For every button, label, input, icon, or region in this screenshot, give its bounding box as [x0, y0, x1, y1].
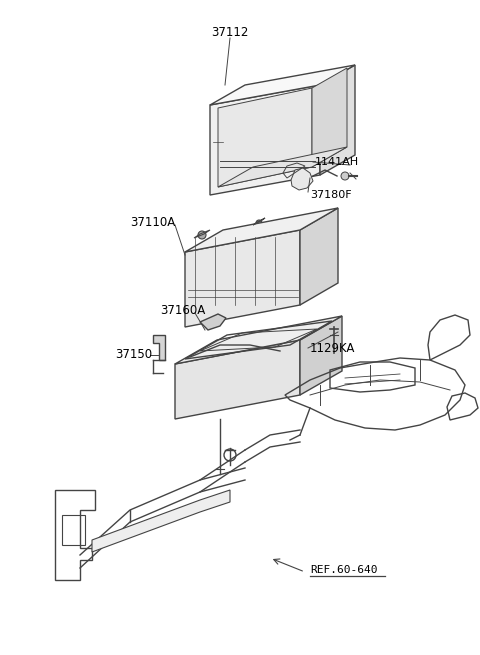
Text: 1129KA: 1129KA — [310, 341, 355, 354]
Text: 1141AH: 1141AH — [315, 157, 359, 167]
Circle shape — [256, 220, 262, 226]
Circle shape — [341, 172, 349, 180]
Polygon shape — [200, 314, 226, 330]
Polygon shape — [194, 230, 210, 238]
Polygon shape — [300, 316, 342, 395]
Circle shape — [198, 231, 206, 239]
Polygon shape — [185, 230, 300, 327]
Text: 37150: 37150 — [115, 348, 152, 362]
Polygon shape — [320, 65, 355, 175]
Polygon shape — [253, 218, 265, 225]
Polygon shape — [300, 208, 338, 305]
Polygon shape — [185, 208, 338, 252]
Polygon shape — [175, 340, 300, 419]
Polygon shape — [210, 65, 355, 105]
Polygon shape — [312, 68, 347, 167]
Text: 37180F: 37180F — [310, 190, 352, 200]
Text: 37110A: 37110A — [130, 215, 175, 229]
Polygon shape — [153, 335, 165, 360]
Polygon shape — [175, 316, 342, 364]
Polygon shape — [218, 147, 347, 187]
Text: 37112: 37112 — [211, 26, 249, 39]
Text: 37160A: 37160A — [160, 303, 205, 316]
Text: REF.60-640: REF.60-640 — [310, 565, 377, 575]
Polygon shape — [92, 490, 230, 552]
Polygon shape — [291, 168, 313, 190]
Polygon shape — [210, 85, 320, 195]
Polygon shape — [218, 88, 312, 187]
